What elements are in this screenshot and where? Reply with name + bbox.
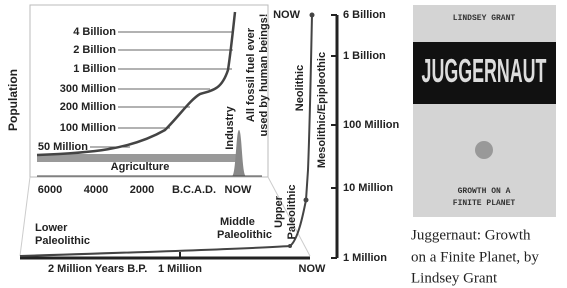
- period-label: Paleolithic: [217, 229, 272, 241]
- level-label: 200 Million: [60, 101, 117, 113]
- top-now: NOW: [273, 9, 301, 21]
- timeline-x-label: 2 Million Years B.P.: [48, 263, 147, 275]
- timeline-x-label: NOW: [299, 263, 327, 275]
- level-label: 4 Billion: [73, 26, 116, 38]
- x-label: NOW: [225, 184, 253, 196]
- period-label: Mesolithic/Epipleothic: [316, 52, 328, 168]
- level-label: 1 Billion: [73, 63, 116, 75]
- level-label: 50 Million: [38, 141, 88, 153]
- period-label: Middle: [220, 216, 255, 228]
- timeline-y-label: 1 Billion: [343, 50, 386, 62]
- x-label: B.C.: [172, 184, 194, 196]
- caption: on a Finite Planet, by: [411, 249, 539, 265]
- book-cover: [413, 5, 556, 217]
- timeline-y-label: 6 Billion: [343, 9, 386, 21]
- x-label: 4000: [84, 184, 108, 196]
- timeline-y-label: 1 Million: [343, 252, 387, 264]
- timeline-x-label: 1 Million: [158, 263, 202, 275]
- caption: Lindsey Grant: [411, 270, 498, 286]
- fossil-note: All fossil fuel ever: [245, 27, 257, 122]
- y-label: Population: [6, 69, 20, 131]
- x-label: 6000: [38, 184, 62, 196]
- level-label: 100 Million: [60, 122, 117, 134]
- timeline-y-label: 10 Million: [343, 182, 393, 194]
- book-author: LINDSEY GRANT: [453, 14, 516, 23]
- band-label: Agriculture: [111, 161, 170, 173]
- period-label: Upper: [273, 195, 285, 228]
- book-title: JUGGERNAUT: [422, 52, 547, 89]
- period-label: Paleolithic: [286, 184, 298, 239]
- industry-label: Industry: [224, 105, 236, 149]
- cover-globe: [475, 141, 493, 159]
- period-label: Lower: [35, 222, 68, 234]
- book-subtitle: GROWTH ON A: [458, 187, 511, 196]
- figure: Population 4 Billion 2 Billion 1 Billion 30…: [0, 0, 567, 288]
- level-label: 2 Billion: [73, 44, 116, 56]
- period-label: Neolithic: [294, 65, 306, 111]
- x-label: A.D.: [194, 184, 216, 196]
- book-subtitle: FINITE PLANET: [453, 199, 516, 208]
- fossil-note: used by human beings!: [258, 14, 270, 137]
- period-label: Paleolithic: [35, 235, 90, 247]
- timeline-y-label: 100 Million: [343, 119, 400, 131]
- caption: Juggernaut: Growth: [411, 227, 531, 243]
- x-label: 2000: [130, 184, 154, 196]
- level-label: 300 Million: [60, 83, 117, 95]
